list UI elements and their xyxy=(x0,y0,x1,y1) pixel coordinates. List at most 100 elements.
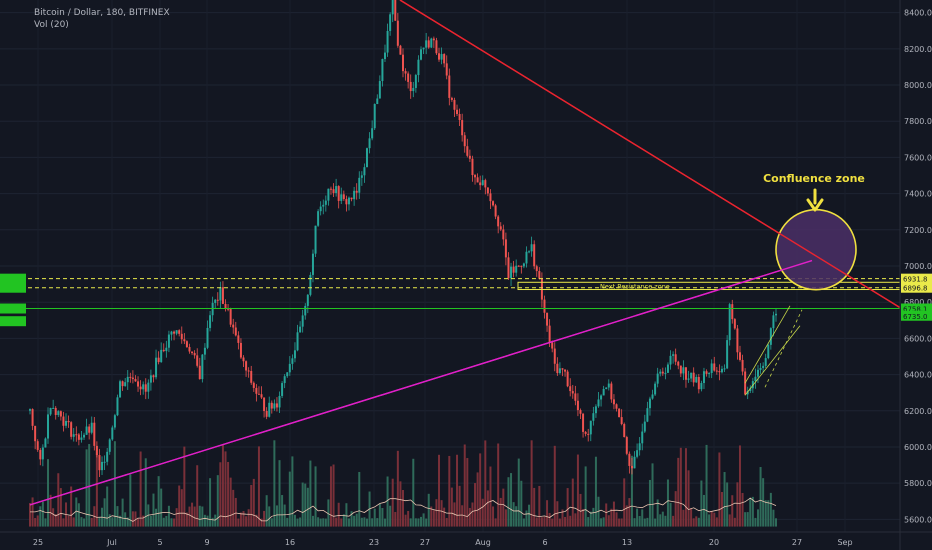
volume-bar xyxy=(638,516,641,527)
candle-body xyxy=(355,190,358,193)
candle-body xyxy=(129,376,132,378)
volume-bar xyxy=(522,518,525,527)
volume-bar xyxy=(131,511,134,527)
candle-body xyxy=(363,167,366,176)
volume-bar xyxy=(571,478,574,527)
candle-body xyxy=(52,407,55,409)
volume-bar xyxy=(216,475,219,527)
volume-bar xyxy=(337,502,340,527)
candle-body xyxy=(638,443,641,451)
volume-bar xyxy=(77,503,80,527)
candle-body xyxy=(196,355,199,366)
volume-bar xyxy=(296,518,299,527)
x-tick-label: 25 xyxy=(33,538,43,547)
candle-body xyxy=(270,402,273,409)
volume-bar xyxy=(749,497,752,527)
candle-body xyxy=(113,415,116,428)
candle-body xyxy=(93,422,96,446)
volume-bar xyxy=(239,512,242,527)
volume-bar xyxy=(404,514,407,527)
candle-body xyxy=(80,437,83,440)
candle-body xyxy=(574,393,577,401)
candle-body xyxy=(715,370,718,372)
volume-bar xyxy=(481,498,484,527)
symbol-line: Bitcoin / Dollar, 180, BITFINEX xyxy=(34,8,170,18)
candle-body xyxy=(314,225,317,254)
volume-bar xyxy=(515,506,518,527)
x-tick-label: Aug xyxy=(475,538,491,547)
volume-bar xyxy=(687,470,690,527)
candle-body xyxy=(29,409,31,411)
volume-bar xyxy=(422,513,425,527)
candle-body xyxy=(229,308,232,325)
candle-body xyxy=(456,109,459,115)
volume-bar xyxy=(576,454,579,527)
candle-body xyxy=(517,265,520,267)
candle-body xyxy=(353,190,356,200)
candle-body xyxy=(340,194,343,201)
volume-bar xyxy=(57,473,60,527)
volume-bar xyxy=(525,510,528,527)
volume-bar xyxy=(70,486,73,527)
volume-bar xyxy=(317,517,320,527)
candle-body xyxy=(211,302,214,316)
volume-bar xyxy=(211,517,214,527)
volume-bar xyxy=(705,444,708,527)
volume-bar xyxy=(479,453,482,527)
uptrend-line-overlay xyxy=(29,259,813,506)
candle-body xyxy=(641,431,644,444)
volume-bar xyxy=(183,446,186,527)
candle-body xyxy=(260,394,263,398)
candle-body xyxy=(528,251,531,253)
candle-body xyxy=(754,376,757,382)
candle-body xyxy=(227,308,230,310)
candle-body xyxy=(157,357,160,363)
candle-body xyxy=(736,328,739,353)
volume-bar xyxy=(512,502,515,527)
volume-bar xyxy=(587,517,590,527)
candle-body xyxy=(481,180,484,186)
candle-body xyxy=(317,211,320,226)
volume-bar xyxy=(533,487,536,527)
volume-bar xyxy=(630,455,633,527)
candle-body xyxy=(85,426,88,435)
volume-bar xyxy=(170,518,173,527)
candle-body xyxy=(576,400,579,411)
y-tick-label: 8000.0 xyxy=(904,81,932,90)
candle-body xyxy=(407,73,410,82)
volume-bar xyxy=(255,514,258,527)
volume-bar xyxy=(275,505,278,527)
volume-bar xyxy=(402,489,404,527)
x-tick-label: 16 xyxy=(285,538,295,547)
volume-bar xyxy=(697,517,700,527)
candle-body xyxy=(216,299,219,301)
volume-bar xyxy=(728,514,731,527)
volume-bar xyxy=(741,492,744,527)
candle-body xyxy=(409,81,412,92)
volume-bar xyxy=(34,518,37,527)
candle-body xyxy=(468,155,471,159)
candle-body xyxy=(149,375,152,383)
volume-bar xyxy=(157,476,160,527)
candle-body xyxy=(571,391,574,394)
volume-bar xyxy=(201,506,204,527)
candle-body xyxy=(193,353,196,356)
candle-body xyxy=(386,30,389,53)
volume-bar xyxy=(695,516,698,527)
candle-body xyxy=(492,201,495,206)
candle-body xyxy=(44,438,47,448)
candle-body xyxy=(512,266,515,273)
candle-body xyxy=(378,81,381,99)
volume-bar xyxy=(461,505,464,527)
volume-bar xyxy=(47,459,50,527)
volume-bar xyxy=(497,443,500,527)
candle-body xyxy=(432,38,435,41)
volume-bar xyxy=(311,515,314,527)
volume-bar xyxy=(329,466,332,527)
candle-body xyxy=(710,363,713,374)
volume-bar xyxy=(692,518,695,527)
candle-body xyxy=(293,350,296,359)
candle-body xyxy=(510,266,513,279)
